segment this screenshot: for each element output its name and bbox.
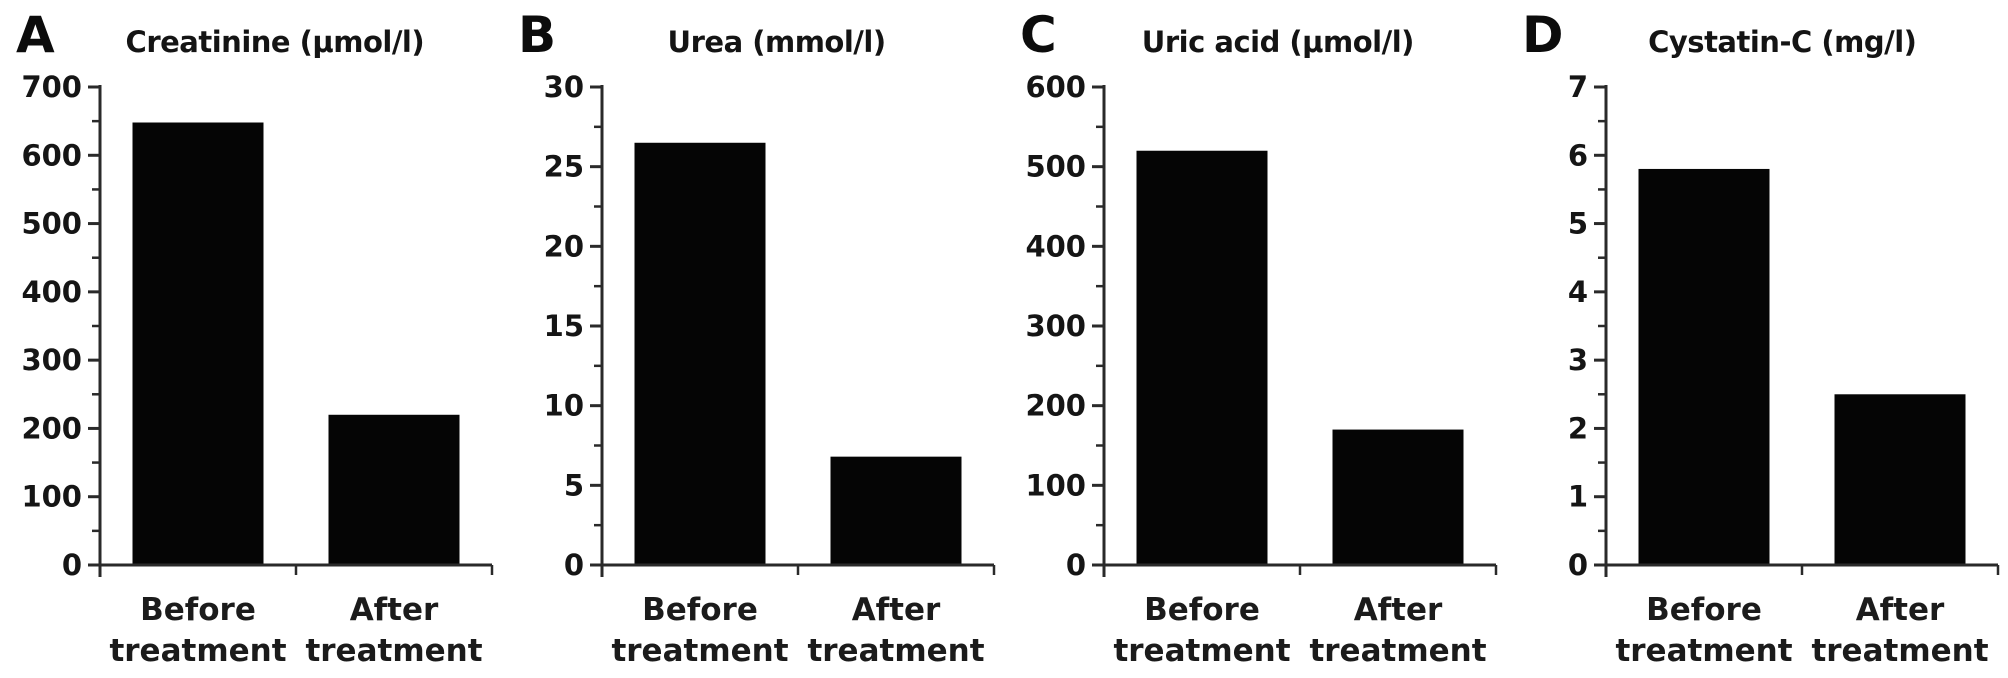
category-label-line: Before [1144, 592, 1260, 628]
bar-before-treatment [132, 122, 264, 565]
category-label-line: treatment [807, 633, 984, 669]
y-tick-label: 25 [544, 150, 584, 184]
y-tick-label: 20 [544, 229, 584, 263]
bar-before-treatment [1638, 168, 1770, 565]
category-label-line: treatment [109, 633, 286, 669]
y-tick-label: 700 [21, 70, 82, 104]
y-tick-label: 2 [1568, 411, 1588, 445]
y-tick-label: 7 [1568, 70, 1588, 104]
category-label-line: treatment [1309, 633, 1486, 669]
bar-chart-cystatin-c: 0 1 2 3 4 5 6 7 Before treatment After treatment [1568, 70, 2000, 669]
category-label-line: After [852, 592, 941, 628]
panel-c-header: C Uric acid (μmol/l) [1004, 0, 1506, 64]
bar-chart-uric-acid: 0 100 200 300 400 500 600 Before treatment After t… [1025, 70, 1498, 669]
y-tick-label: 3 [1568, 343, 1588, 377]
bar-before-treatment [634, 142, 766, 565]
chart-panel-d: D Cystatin-C (mg/l) 0 1 2 3 4 5 6 7 Before treatm… [1506, 0, 2008, 678]
chart-panel-a: A Creatinine (μmol/l) 0 100 200 300 400 500 60… [0, 0, 502, 678]
category-label-line: Before [1646, 592, 1762, 628]
panel-letter: A [16, 6, 55, 64]
panel-letter: B [518, 6, 556, 64]
y-tick-label: 400 [21, 275, 82, 309]
y-tick-label: 300 [1025, 309, 1086, 343]
category-label-line: Before [140, 592, 256, 628]
y-tick-label: 1 [1568, 480, 1588, 514]
y-tick-label: 5 [1568, 207, 1588, 241]
y-tick-label: 30 [544, 70, 584, 104]
y-tick-label: 300 [21, 343, 82, 377]
category-label-line: treatment [1113, 633, 1290, 669]
y-tick-label: 100 [1025, 468, 1086, 502]
y-tick-label: 4 [1568, 275, 1588, 309]
y-tick-label: 200 [1025, 389, 1086, 423]
panel-b-header: B Urea (mmol/l) [502, 0, 1004, 64]
y-tick-label: 6 [1568, 138, 1588, 172]
y-tick-label: 100 [21, 480, 82, 514]
category-label-line: After [350, 592, 439, 628]
y-tick-label: 0 [1066, 548, 1086, 582]
chart-title: Urea (mmol/l) [667, 25, 887, 59]
chart-title: Cystatin-C (mg/l) [1648, 25, 1917, 59]
bar-after-treatment [1332, 429, 1464, 565]
y-tick-label: 5 [564, 468, 584, 502]
category-label-line: treatment [1811, 633, 1988, 669]
chart-panel-c: C Uric acid (μmol/l) 0 100 200 300 400 500 600… [1004, 0, 1506, 678]
panel-d-header: D Cystatin-C (mg/l) [1506, 0, 2008, 64]
chart-title: Creatinine (μmol/l) [125, 25, 425, 59]
category-label-line: treatment [305, 633, 482, 669]
panel-a-header: A Creatinine (μmol/l) [0, 0, 502, 64]
y-tick-label: 0 [564, 548, 584, 582]
category-label-line: treatment [1615, 633, 1792, 669]
category-label-line: Before [642, 592, 758, 628]
y-tick-label: 600 [1025, 70, 1086, 104]
y-tick-label: 400 [1025, 229, 1086, 263]
chart-title: Uric acid (μmol/l) [1141, 25, 1415, 59]
bar-after-treatment [1834, 394, 1966, 565]
category-label-line: treatment [611, 633, 788, 669]
y-tick-label: 200 [21, 411, 82, 445]
bar-chart-urea: 0 5 10 15 20 25 30 Before treatment After treatmen… [544, 70, 996, 669]
y-tick-label: 0 [62, 548, 82, 582]
y-tick-label: 10 [544, 389, 584, 423]
bar-after-treatment [328, 414, 460, 565]
category-label-line: After [1856, 592, 1945, 628]
y-tick-label: 600 [21, 138, 82, 172]
chart-panel-b: B Urea (mmol/l) 0 5 10 15 20 25 30 Before treatm… [502, 0, 1004, 678]
y-tick-label: 500 [21, 207, 82, 241]
category-label-line: After [1354, 592, 1443, 628]
bar-after-treatment [830, 456, 962, 565]
bar-chart-creatinine: 0 100 200 300 400 500 600 700 Before treatment Aft… [21, 70, 494, 669]
panel-letter: C [1020, 6, 1057, 64]
panel-letter: D [1522, 6, 1564, 64]
y-tick-label: 0 [1568, 548, 1588, 582]
y-tick-label: 500 [1025, 150, 1086, 184]
y-tick-label: 15 [544, 309, 584, 343]
bar-before-treatment [1136, 150, 1268, 565]
